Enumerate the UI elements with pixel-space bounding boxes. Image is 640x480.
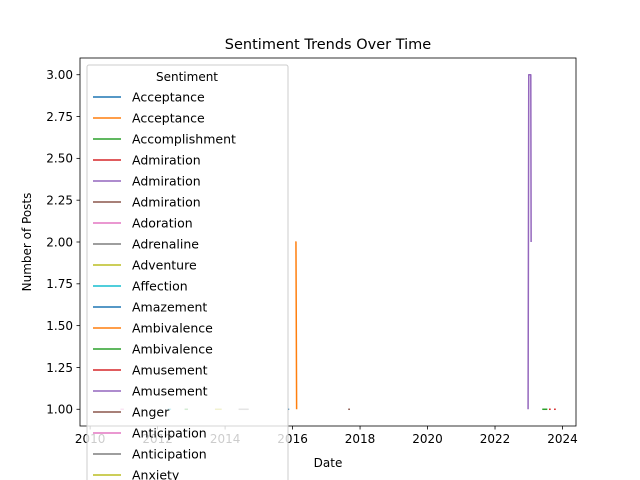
y-tick-label-2: 1.50: [46, 319, 73, 333]
y-tick-label-5: 2.25: [46, 193, 73, 207]
legend-label-3: Admiration: [132, 153, 201, 168]
legend-frame: [86, 64, 289, 480]
legend-label-11: Ambivalence: [132, 321, 213, 336]
legend-label-12: Ambivalence: [132, 342, 213, 357]
plot-frame: [79, 57, 577, 427]
legend-label-16: Anticipation: [132, 426, 207, 441]
x-axis-label: Date: [314, 456, 343, 470]
legend-label-5: Admiration: [132, 195, 201, 210]
legend-label-9: Affection: [132, 279, 188, 294]
legend-label-18: Anxiety: [132, 468, 180, 480]
legend-label-2: Accomplishment: [132, 132, 236, 147]
legend-label-8: Adventure: [132, 258, 197, 273]
chart-title: Sentiment Trends Over Time: [225, 37, 431, 53]
legend-label-1: Acceptance: [132, 111, 205, 126]
series-line-1: [527, 73, 532, 410]
y-axis-label: Number of Posts: [20, 193, 34, 292]
series-line-0: [295, 241, 298, 410]
legend-label-13: Amusement: [132, 363, 208, 378]
x-tick-label-5: 2020: [412, 432, 443, 446]
legend-label-15: Anger: [132, 405, 170, 420]
legend-title: Sentiment: [156, 70, 218, 84]
x-tick-label-6: 2022: [480, 432, 511, 446]
legend-label-17: Anticipation: [132, 447, 207, 462]
legend-label-10: Amazement: [132, 300, 207, 315]
legend: Sentiment Acceptance Acceptance Accompli…: [86, 64, 289, 480]
y-tick-label-1: 1.25: [46, 361, 73, 375]
legend-label-6: Adoration: [132, 216, 193, 231]
legend-label-0: Acceptance: [132, 90, 205, 105]
legend-label-4: Admiration: [132, 174, 201, 189]
x-tick-label-4: 2018: [345, 432, 376, 446]
y-tick-label-6: 2.50: [46, 152, 73, 166]
legend-entries: Acceptance Acceptance Accomplishment Adm…: [93, 90, 236, 480]
y-tick-label-7: 2.75: [46, 110, 73, 124]
y-tick-label-0: 1.00: [46, 403, 73, 417]
y-tick-label-8: 3.00: [46, 68, 73, 82]
x-tick-label-7: 2024: [547, 432, 578, 446]
legend-label-7: Adrenaline: [132, 237, 199, 252]
legend-label-14: Amusement: [132, 384, 208, 399]
y-tick-label-3: 1.75: [46, 277, 73, 291]
y-tick-label-4: 2.00: [46, 235, 73, 249]
y-axis: 1.00 1.25 1.50 1.75 2.00 2.25 2.50 2.75 3.00: [46, 68, 80, 417]
